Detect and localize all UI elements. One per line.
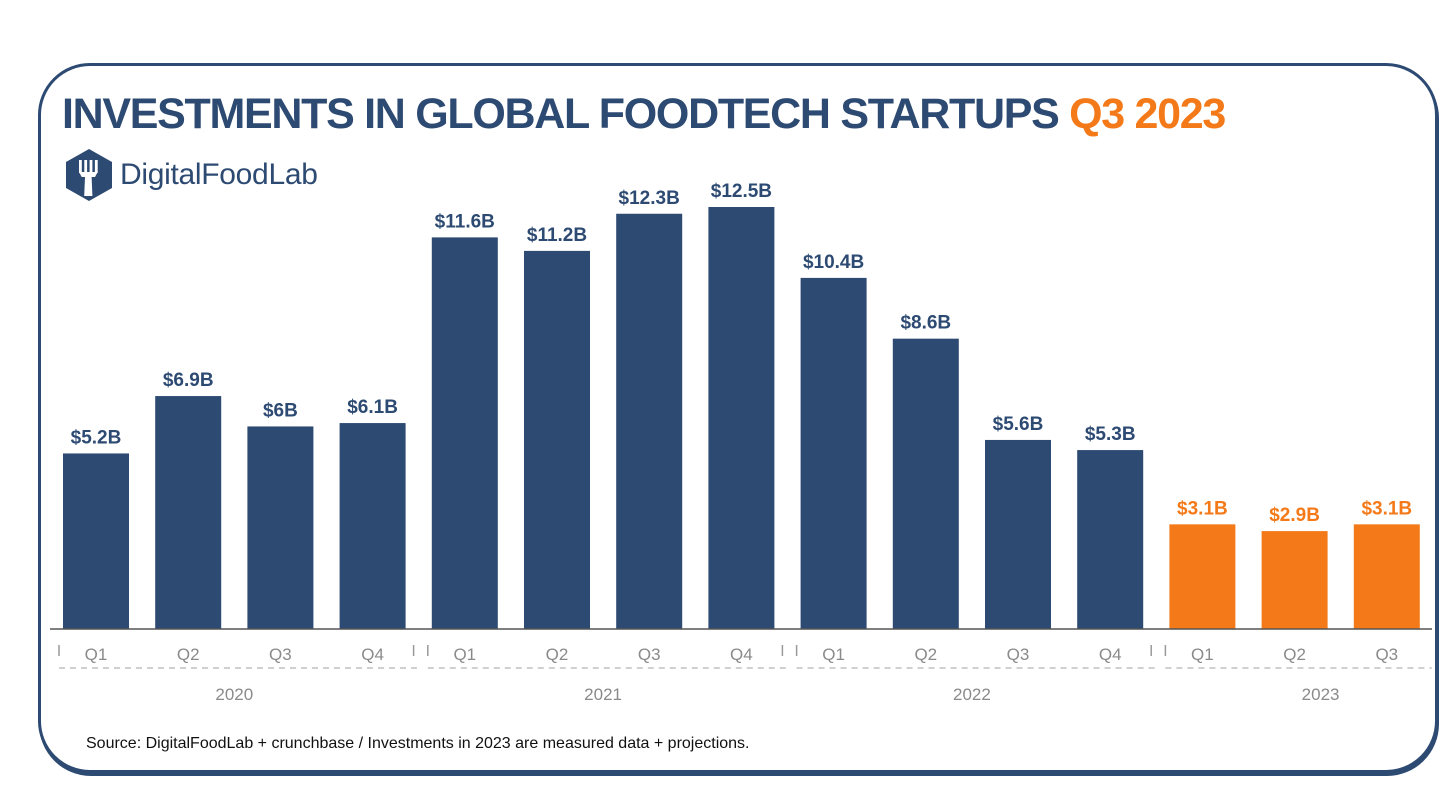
bar-value-label: $6B (263, 400, 298, 421)
bar (1261, 531, 1328, 629)
bar (63, 453, 129, 629)
bar-value-label: $12.5B (711, 181, 772, 202)
bar-value-label: $5.3B (1085, 424, 1136, 445)
x-tick-label: Q2 (546, 645, 569, 664)
bar (155, 396, 222, 629)
chart-title: INVESTMENTS IN GLOBAL FOODTECH STARTUPS … (62, 90, 1226, 138)
bar (1169, 524, 1236, 629)
source-note: Source: DigitalFoodLab + crunchbase / In… (86, 735, 750, 752)
bar-value-label: $5.2B (71, 427, 122, 448)
bar (1353, 524, 1420, 629)
bar (1077, 450, 1144, 629)
x-tick-label: Q2 (1283, 645, 1306, 664)
bar (524, 250, 590, 629)
year-group-label: 2023 (1302, 685, 1340, 704)
bar (892, 338, 959, 629)
bar-value-label: $10.4B (803, 252, 864, 273)
bar (708, 207, 775, 629)
x-tick-label: Q1 (822, 645, 845, 664)
x-tick-label: Q4 (361, 645, 384, 664)
bar (616, 213, 683, 629)
title-main: INVESTMENTS IN GLOBAL FOODTECH STARTUPS (62, 90, 1060, 138)
bar (985, 439, 1051, 629)
x-tick-label: Q4 (730, 645, 753, 664)
x-tick-label: Q1 (453, 645, 476, 664)
year-group-label: 2021 (584, 685, 622, 704)
bar (800, 277, 867, 629)
x-tick-label: Q3 (1007, 645, 1030, 664)
bar-value-label: $6.9B (163, 370, 214, 391)
bar-value-label: $3.1B (1177, 498, 1228, 519)
x-tick-label: Q1 (1191, 645, 1214, 664)
x-tick-label: Q3 (1375, 645, 1398, 664)
title-highlight: Q3 2023 (1069, 90, 1226, 138)
bar-value-label: $3.1B (1361, 498, 1412, 519)
x-tick-label: Q4 (1099, 645, 1122, 664)
bar (339, 423, 406, 629)
bar-value-label: $5.6B (993, 414, 1044, 435)
year-group-label: 2022 (953, 685, 991, 704)
x-tick-label: Q1 (85, 645, 108, 664)
x-tick-label: Q2 (177, 645, 200, 664)
bar-value-label: $11.2B (527, 225, 587, 246)
brand-logo: DigitalFoodLab (64, 148, 318, 202)
fork-hexagon-icon (66, 149, 112, 201)
bar (431, 237, 498, 629)
x-tick-label: Q3 (638, 645, 661, 664)
bar-value-label: $6.1B (347, 397, 398, 418)
x-tick-label: Q2 (914, 645, 937, 664)
bar-value-label: $8.6B (900, 313, 951, 334)
bar-value-label: $12.3B (619, 188, 680, 209)
bar-value-label: $2.9B (1269, 505, 1320, 526)
bar (247, 426, 314, 629)
brand-name: DigitalFoodLab (120, 158, 318, 191)
x-tick-label: Q3 (269, 645, 292, 664)
bar-value-label: $11.6B (435, 211, 495, 232)
year-group-label: 2020 (215, 685, 253, 704)
